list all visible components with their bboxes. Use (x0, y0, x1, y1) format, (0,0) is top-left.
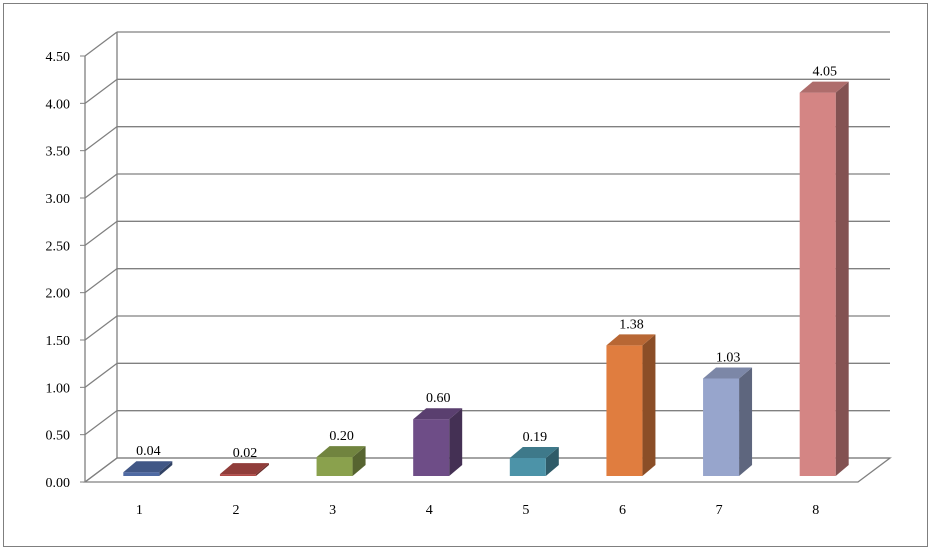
x-tick-label: 6 (619, 503, 626, 518)
data-label: 0.20 (329, 429, 354, 444)
gridline-side (84, 410, 118, 436)
bar-side (642, 334, 656, 476)
data-label: 0.04 (136, 444, 161, 459)
bar-top (316, 446, 366, 458)
data-label: 4.05 (812, 65, 837, 80)
y-tick-label: 2.50 (46, 239, 71, 254)
y-tick-label: 1.50 (46, 334, 71, 349)
bar (799, 81, 849, 476)
bar-top (509, 447, 559, 459)
x-tick-label: 3 (329, 503, 336, 518)
bar-side (352, 446, 366, 476)
x-tick-label: 5 (522, 503, 529, 518)
bar (123, 461, 173, 476)
y-tick-label: 0.50 (46, 429, 71, 444)
bar-front (123, 472, 160, 476)
bar-front (799, 92, 836, 476)
bar-top (123, 461, 173, 473)
y-tick-label: 4.00 (46, 97, 71, 112)
bar (413, 408, 463, 476)
bar-front (316, 457, 353, 476)
gridline-side (84, 315, 118, 341)
bar (703, 367, 753, 476)
y-tick-label: 1.00 (46, 381, 71, 396)
bar-front (219, 474, 256, 476)
data-label: 0.02 (233, 446, 258, 461)
data-label: 0.60 (426, 391, 451, 406)
bar (606, 334, 656, 476)
bar-side (545, 447, 559, 476)
x-tick-label: 1 (136, 503, 143, 518)
x-tick-label: 8 (812, 503, 819, 518)
gridline-side (84, 31, 118, 57)
gridline-side (84, 362, 118, 388)
bar-top (606, 334, 656, 346)
x-tick-label: 2 (232, 503, 239, 518)
bar-side (739, 367, 753, 476)
gridline-side (84, 173, 118, 199)
bar-front (606, 345, 643, 476)
gridline-side (84, 220, 118, 246)
x-tick-label: 4 (426, 503, 433, 518)
bar-top (219, 463, 269, 475)
bar (316, 446, 366, 476)
bar-side (159, 461, 173, 476)
chart-floor (83, 457, 892, 483)
y-tick-label: 3.00 (46, 192, 71, 207)
data-label: 1.38 (619, 317, 644, 332)
gridline-side (84, 126, 118, 152)
gridlines (84, 31, 890, 483)
bar-side (835, 81, 849, 476)
bar-front (413, 419, 450, 476)
y-tick-label: 2.00 (46, 287, 71, 302)
x-tick-label: 7 (716, 503, 723, 518)
y-tick-label: 0.00 (46, 476, 71, 491)
chart-frame (3, 3, 928, 547)
y-tick-label: 4.50 (46, 50, 71, 65)
bar (509, 447, 559, 476)
bar-front (703, 378, 740, 476)
bar-side (255, 463, 269, 476)
bar-top (703, 367, 753, 379)
bar (219, 463, 269, 476)
data-label: 1.03 (716, 350, 741, 365)
y-tick-label: 3.50 (46, 145, 71, 160)
gridline-side (84, 268, 118, 294)
data-label: 0.19 (523, 430, 548, 445)
bar-side (449, 408, 463, 476)
gridline-side (84, 78, 118, 104)
bar-top (799, 81, 849, 93)
bar-front (509, 458, 546, 476)
bar-top (413, 408, 463, 420)
